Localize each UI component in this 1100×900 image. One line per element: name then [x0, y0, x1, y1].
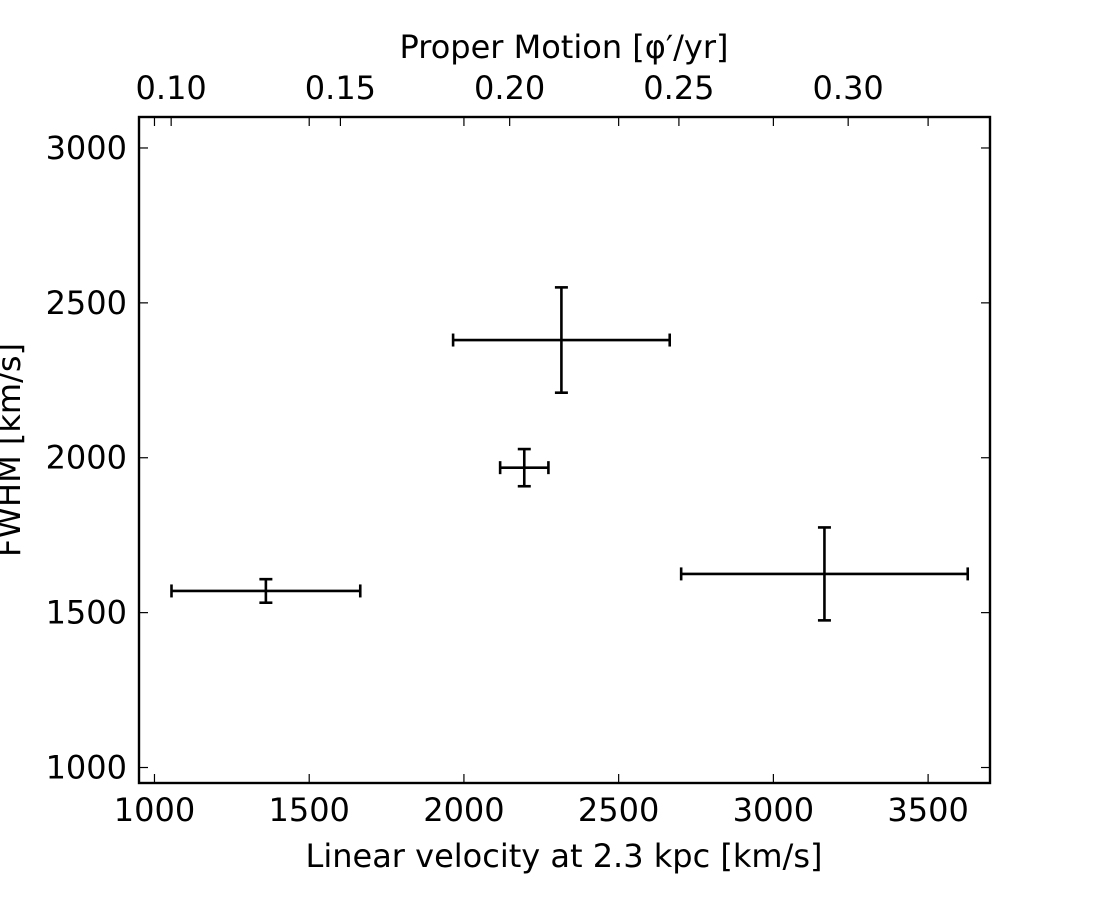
y-tick-label: 1000 — [46, 749, 127, 787]
x-axis-title: Linear velocity at 2.3 kpc [km/s] — [306, 837, 823, 875]
top-x-tick-label: 0.10 — [136, 69, 207, 107]
y-tick-label: 3000 — [46, 129, 127, 167]
top-x-tick-label: 0.15 — [305, 69, 376, 107]
top-x-tick-label: 0.30 — [813, 69, 884, 107]
ticks-layer: 1000 1500 2000 2500 3000 3500 0.10 0.15 0.20 0.25… — [46, 69, 990, 829]
y-tick-label: 2000 — [46, 439, 127, 477]
data-point — [498, 447, 550, 488]
y-tick-label: 2500 — [46, 284, 127, 322]
x-tick-label: 1000 — [114, 791, 195, 829]
x-tick-label: 1500 — [268, 791, 349, 829]
data-point — [170, 577, 362, 605]
top-x-tick-label: 0.20 — [474, 69, 545, 107]
x-tick-label: 2000 — [423, 791, 504, 829]
plot-frame — [137, 115, 992, 785]
y-tick-label: 1500 — [46, 594, 127, 632]
x-tick-label: 2500 — [578, 791, 659, 829]
data-point — [451, 286, 672, 394]
x-tick-label: 3000 — [733, 791, 814, 829]
x-tick-label: 3500 — [887, 791, 968, 829]
top-x-tick-label: 0.25 — [643, 69, 714, 107]
data-point — [679, 526, 970, 622]
y-axis-title: FWHM [km/s] — [0, 343, 28, 557]
error-bars — [170, 286, 970, 622]
top-x-axis-title: Proper Motion [φ′/yr] — [400, 28, 729, 66]
